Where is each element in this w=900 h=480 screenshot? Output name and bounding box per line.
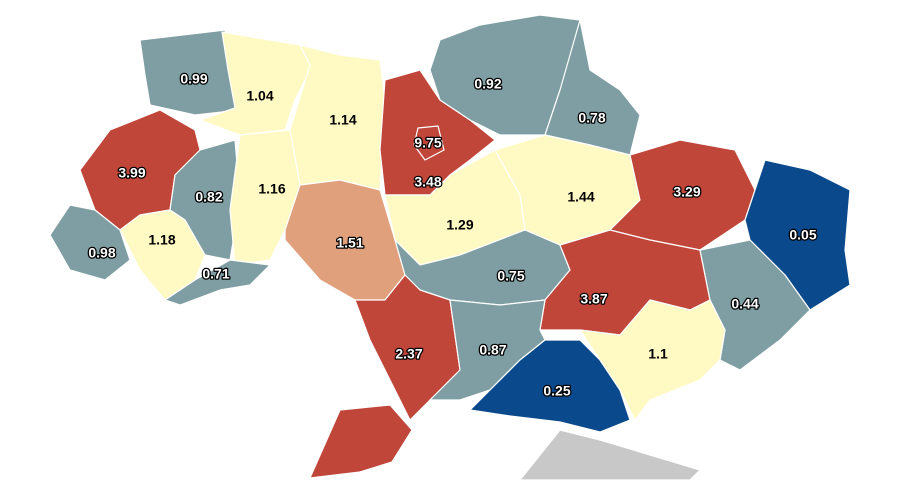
region-value-label: 0.44	[731, 296, 758, 312]
region	[579, 299, 726, 421]
region	[309, 404, 413, 479]
region	[49, 204, 131, 281]
region-value-label: 9.75	[414, 135, 441, 151]
region	[119, 209, 206, 301]
region-value-label: 3.48	[414, 174, 441, 190]
region-value-label: 0.71	[202, 266, 229, 282]
region-value-label: 2.37	[395, 346, 422, 362]
region-value-label: 1.16	[258, 181, 285, 197]
region	[413, 125, 445, 161]
region-value-label: 1.14	[329, 112, 356, 128]
region-value-label: 0.99	[180, 71, 207, 87]
region-value-label: 0.25	[543, 383, 570, 399]
region-value-label: 0.05	[789, 227, 816, 243]
region	[744, 159, 851, 311]
region	[609, 139, 756, 251]
region-value-label: 3.99	[118, 165, 145, 181]
region-value-label: 0.82	[195, 189, 222, 205]
region	[229, 129, 301, 266]
region-value-label: 1.51	[336, 235, 363, 251]
region	[164, 259, 271, 306]
region-value-label: 0.78	[578, 110, 605, 126]
region-value-label: 3.87	[580, 291, 607, 307]
region	[469, 339, 631, 433]
region-value-label: 1.18	[148, 232, 175, 248]
region-value-label: 1.1	[648, 346, 668, 362]
region-value-label: 0.87	[479, 342, 506, 358]
region-value-label: 3.29	[673, 184, 700, 200]
region-value-label: 0.98	[88, 245, 115, 261]
region-value-label: 1.29	[446, 217, 473, 233]
region-value-label: 1.44	[567, 189, 594, 205]
region-value-label: 0.75	[497, 268, 524, 284]
crimea	[519, 429, 701, 480]
region-value-label: 0.92	[474, 76, 501, 92]
region-value-label: 1.04	[246, 88, 273, 104]
